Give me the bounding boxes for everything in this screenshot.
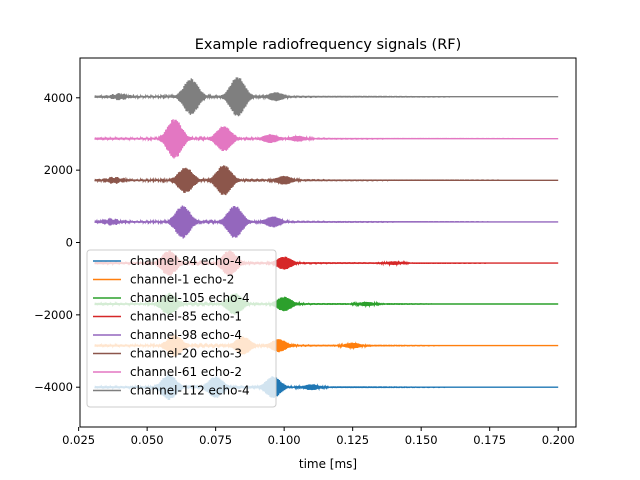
- series-line-6: [94, 119, 559, 159]
- x-tick-label-5: 0.150: [405, 433, 438, 447]
- x-tick-label-0: 0.025: [62, 433, 95, 447]
- series-line-7: [94, 77, 559, 117]
- x-tick-label-7: 0.200: [542, 433, 575, 447]
- legend-label-2: channel-105 echo-4: [130, 291, 250, 305]
- series-line-4: [94, 205, 559, 239]
- legend-label-1: channel-1 echo-2: [130, 273, 234, 287]
- legend-label-4: channel-98 echo-4: [130, 328, 242, 342]
- y-tick-label-2: 0: [66, 236, 73, 250]
- legend-label-5: channel-20 echo-3: [130, 347, 242, 361]
- x-tick-label-3: 0.100: [268, 433, 301, 447]
- legend-label-0: channel-84 echo-4: [130, 254, 242, 268]
- legend-label-7: channel-112 echo-4: [130, 384, 250, 398]
- x-axis-label: time [ms]: [299, 457, 357, 471]
- legend-box: [86, 249, 277, 408]
- x-tick-label-2: 0.075: [199, 433, 232, 447]
- y-tick-label-0: −4000: [34, 380, 73, 394]
- chart-title: Example radiofrequency signals (RF): [195, 37, 462, 53]
- series-line-5: [94, 165, 559, 196]
- y-tick-label-4: 4000: [44, 91, 73, 105]
- x-axis: 0.025 0.050 0.075 0.100 0.125 0.150 0.175 0.200: [62, 427, 575, 447]
- y-tick-label-1: −2000: [34, 308, 73, 322]
- x-tick-label-6: 0.175: [473, 433, 506, 447]
- legend: channel-84 echo-4 channel-1 echo-2 channel…: [86, 249, 277, 408]
- legend-label-6: channel-61 echo-2: [130, 365, 242, 379]
- x-tick-label-1: 0.050: [131, 433, 164, 447]
- legend-label-3: channel-85 echo-1: [130, 310, 242, 324]
- x-tick-label-4: 0.125: [336, 433, 369, 447]
- y-tick-label-3: 2000: [44, 163, 73, 177]
- y-axis: −4000 −2000 0 2000 4000: [34, 91, 80, 394]
